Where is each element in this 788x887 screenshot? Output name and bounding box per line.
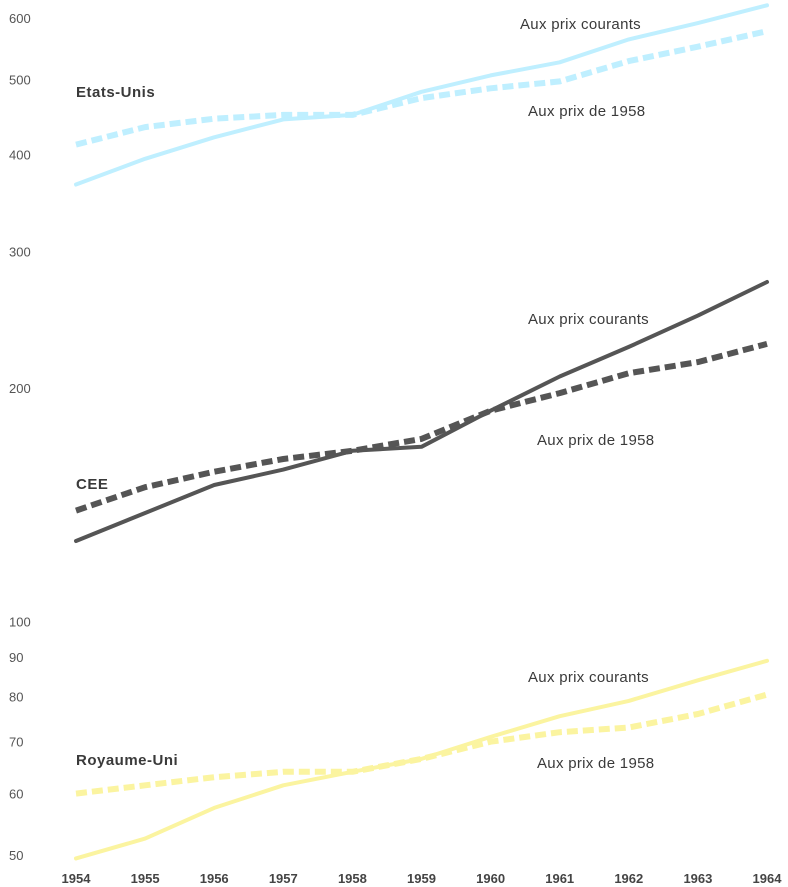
series-line-royaume-uni-constant [75,691,768,797]
series-line-etats-unis-current [74,3,769,187]
annotation-uk-constant: Aux prix de 1958 [537,755,654,772]
x-tick-label: 1963 [683,871,712,886]
x-axis-ticks: 1954 1955 1956 1957 1958 1959 1960 1961 1962 1963… [62,871,783,886]
annotation-us-current: Aux prix courants [520,16,641,33]
y-tick-label: 60 [9,787,23,802]
series-line-cee-constant [75,340,768,514]
series-label-etats-unis: Etats-Unis [76,84,155,101]
y-tick-label: 500 [9,72,31,87]
annotation-us-constant: Aux prix de 1958 [528,103,645,120]
x-tick-label: 1962 [614,871,643,886]
annotation-uk-current: Aux prix courants [528,669,649,686]
x-tick-label: 1955 [131,871,160,886]
y-tick-label: 200 [9,381,31,396]
annotation-cee-current: Aux prix courants [528,311,649,328]
x-tick-label: 1959 [407,871,436,886]
y-tick-label: 100 [9,615,31,630]
y-tick-label: 50 [9,848,23,863]
series-label-cee: CEE [76,476,108,493]
y-tick-label: 90 [9,650,23,665]
series-label-royaume-uni: Royaume-Uni [76,752,178,769]
series-lines [74,3,769,861]
y-tick-label: 600 [9,11,31,26]
y-axis-ticks: 50 60 70 80 90 100 200 300 400 500 600 [9,11,31,863]
x-tick-label: 1961 [545,871,574,886]
x-tick-label: 1960 [476,871,505,886]
y-tick-label: 300 [9,244,31,259]
y-tick-label: 400 [9,148,31,163]
x-tick-label: 1957 [269,871,298,886]
series-line-royaume-uni-current [74,658,769,861]
y-tick-label: 80 [9,690,23,705]
series-line-cee-current [74,280,769,543]
series-line-etats-unis-constant [75,28,768,148]
annotation-cee-constant: Aux prix de 1958 [537,432,654,449]
x-tick-label: 1964 [753,871,783,886]
x-tick-label: 1954 [62,871,92,886]
x-tick-label: 1956 [200,871,229,886]
y-tick-label: 70 [9,735,23,750]
x-tick-label: 1958 [338,871,367,886]
